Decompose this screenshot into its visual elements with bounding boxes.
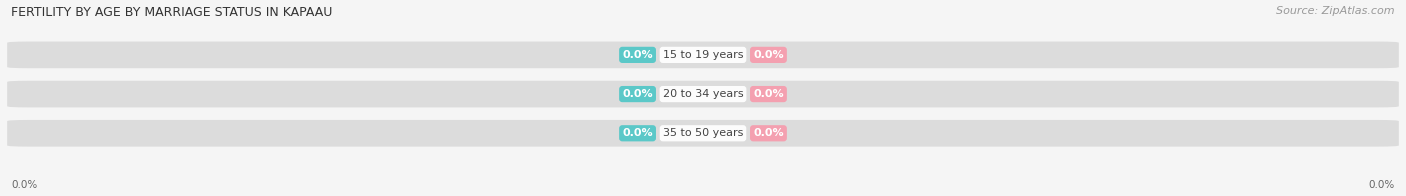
Text: 20 to 34 years: 20 to 34 years bbox=[662, 89, 744, 99]
Text: 0.0%: 0.0% bbox=[623, 89, 652, 99]
Text: 0.0%: 0.0% bbox=[1368, 180, 1395, 190]
Text: 0.0%: 0.0% bbox=[754, 128, 783, 138]
Text: 0.0%: 0.0% bbox=[623, 128, 652, 138]
Text: Source: ZipAtlas.com: Source: ZipAtlas.com bbox=[1277, 6, 1395, 16]
Text: 0.0%: 0.0% bbox=[754, 50, 783, 60]
Text: 0.0%: 0.0% bbox=[623, 50, 652, 60]
Text: 0.0%: 0.0% bbox=[754, 89, 783, 99]
Text: 15 to 19 years: 15 to 19 years bbox=[662, 50, 744, 60]
FancyBboxPatch shape bbox=[7, 120, 1399, 147]
Text: 35 to 50 years: 35 to 50 years bbox=[662, 128, 744, 138]
Text: FERTILITY BY AGE BY MARRIAGE STATUS IN KAPAAU: FERTILITY BY AGE BY MARRIAGE STATUS IN K… bbox=[11, 6, 333, 19]
Text: 0.0%: 0.0% bbox=[11, 180, 38, 190]
FancyBboxPatch shape bbox=[7, 81, 1399, 107]
FancyBboxPatch shape bbox=[7, 42, 1399, 68]
